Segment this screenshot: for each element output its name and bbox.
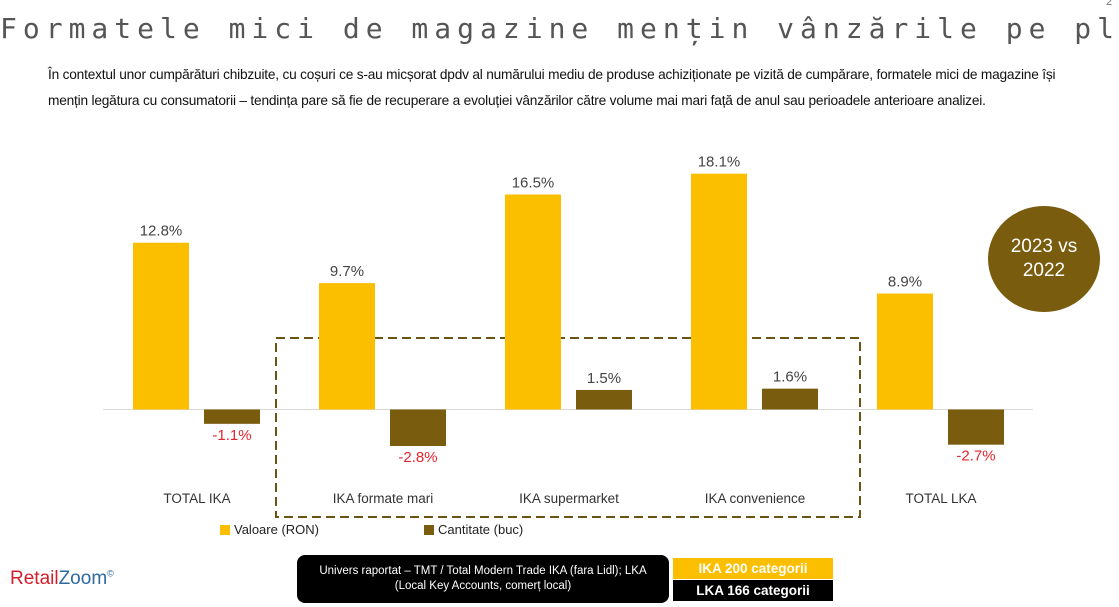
category-label-3: IKA supermarket	[519, 491, 619, 506]
data-label-quantity-2: -2.8%	[398, 449, 437, 466]
data-label-quantity-4: 1.6%	[773, 369, 807, 386]
bar-quantity-5	[948, 409, 1004, 445]
logo-part-zoom: Zoom	[58, 568, 108, 589]
data-label-quantity-5: -2.7%	[956, 448, 995, 465]
bar-value-1	[133, 242, 189, 410]
page-subtitle: În contextul unor cumpărături chibzuite,…	[48, 67, 1056, 108]
bar-value-4	[691, 173, 747, 410]
year-badge-line2: 2022	[1022, 260, 1066, 281]
bar-quantity-1	[204, 409, 260, 424]
legend-swatch-value	[220, 524, 230, 535]
data-label-value-3: 16.5%	[512, 175, 555, 192]
data-label-value-4: 18.1%	[698, 154, 741, 171]
logo-copyright-mark: ©	[107, 568, 114, 579]
category-label-5: TOTAL LKA	[905, 491, 976, 506]
lka-categories-tag: LKA 166 categorii	[673, 580, 833, 601]
universe-note: Univers raportat – TMT / Total Modern Tr…	[297, 555, 669, 603]
bar-quantity-3	[576, 389, 632, 410]
logo-part-retail: Retail	[10, 568, 59, 589]
data-label-quantity-1: -1.1%	[212, 427, 251, 444]
bar-value-5	[877, 293, 933, 410]
data-label-value-5: 8.9%	[888, 274, 922, 291]
legend-label-quantity: Cantitate (buc)	[438, 522, 524, 537]
category-label-2: IKA formate mari	[333, 491, 434, 506]
retailzoom-logo: RetailZoom©	[10, 568, 114, 590]
data-label-value-1: 12.8%	[140, 223, 183, 240]
year-badge-line1: 2023 vs	[1010, 236, 1078, 257]
legend-label-value: Valoare (RON)	[234, 522, 320, 537]
bar-quantity-2	[390, 409, 446, 446]
bar-value-3	[505, 194, 561, 410]
corner-mark: 2	[1106, 0, 1113, 8]
legend-item-value: Valoare (RON)	[220, 522, 319, 537]
data-label-value-2: 9.7%	[330, 263, 364, 280]
legend-item-quantity: Cantitate (buc)	[424, 522, 523, 537]
highlight-box	[275, 337, 861, 518]
category-label-4: IKA convenience	[705, 491, 806, 506]
data-label-quantity-3: 1.5%	[587, 370, 621, 387]
bar-quantity-4	[762, 388, 818, 410]
category-label-1: TOTAL IKA	[163, 491, 230, 506]
page-title: Formatele mici de magazine mențin vânzăr…	[0, 12, 1119, 45]
ika-categories-tag: IKA 200 categorii	[673, 558, 833, 579]
year-comparison-badge: 2023 vs 2022	[988, 206, 1100, 312]
bar-value-2	[319, 283, 375, 410]
universe-note-text: Univers raportat – TMT / Total Modern Tr…	[319, 565, 647, 592]
legend-swatch-quantity	[424, 524, 434, 535]
